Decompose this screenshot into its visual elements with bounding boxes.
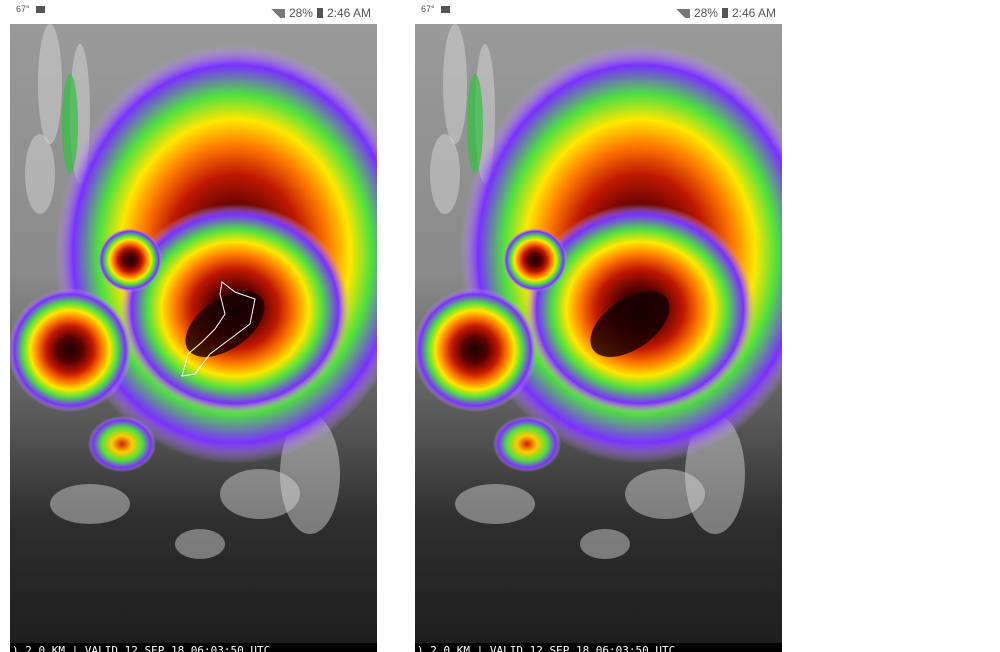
signal-icon xyxy=(266,8,285,18)
cloud-streak xyxy=(25,134,55,214)
signal-icon xyxy=(671,8,690,18)
cloud-streak xyxy=(38,24,62,144)
battery-level: 28% xyxy=(693,6,718,20)
storm-cell xyxy=(88,416,156,472)
battery-icon xyxy=(316,8,323,18)
cloud-streak xyxy=(443,24,467,144)
storm-core xyxy=(185,291,265,357)
cloud-streak xyxy=(430,134,460,214)
storm-core xyxy=(590,291,670,357)
weather-temperature: 67° xyxy=(421,4,435,14)
cloud-streak xyxy=(220,469,300,519)
gallery-icon xyxy=(35,5,45,13)
satellite-image xyxy=(415,24,782,645)
weather-temperature: 67° xyxy=(16,4,30,14)
cloud-streak xyxy=(467,74,483,174)
caption: ) 2.0 KM | VALID 12 SEP 18 06:03:50 UTC xyxy=(415,643,782,652)
clock: 2:46 AM xyxy=(731,6,776,20)
contour xyxy=(181,281,256,377)
gallery-icon xyxy=(440,5,450,13)
storm-cell xyxy=(493,416,561,472)
cloud-streak xyxy=(50,484,130,524)
status-right: 28% 2:46 AM xyxy=(266,6,371,20)
phone-screenshot: 67° 28% 2:46 AM ) 2.0 KM | VALID 12 SEP 18 … xyxy=(10,0,377,652)
storm-cell xyxy=(503,228,567,292)
storm-cell xyxy=(10,288,132,412)
cloud-streak xyxy=(175,529,225,559)
cloud-streak xyxy=(455,484,535,524)
status-bar: 67° 28% 2:46 AM xyxy=(10,0,377,24)
status-bar: 67° 28% 2:46 AM xyxy=(415,0,782,24)
cloud-streak xyxy=(62,74,78,174)
status-left: 67° xyxy=(16,4,45,14)
battery-icon xyxy=(721,8,728,18)
storm-cell xyxy=(98,228,162,292)
status-right: 28% 2:46 AM xyxy=(671,6,776,20)
status-left: 67° xyxy=(421,4,450,14)
battery-level: 28% xyxy=(288,6,313,20)
clock: 2:46 AM xyxy=(326,6,371,20)
cloud-streak xyxy=(580,529,630,559)
satellite-image xyxy=(10,24,377,645)
phone-screenshot: 67° 28% 2:46 AM ) 2.0 KM | VALID 12 SEP 18 … xyxy=(415,0,782,652)
cloud-streak xyxy=(625,469,705,519)
storm-cell xyxy=(415,288,537,412)
caption: ) 2.0 KM | VALID 12 SEP 18 06:03:50 UTC xyxy=(10,643,377,652)
